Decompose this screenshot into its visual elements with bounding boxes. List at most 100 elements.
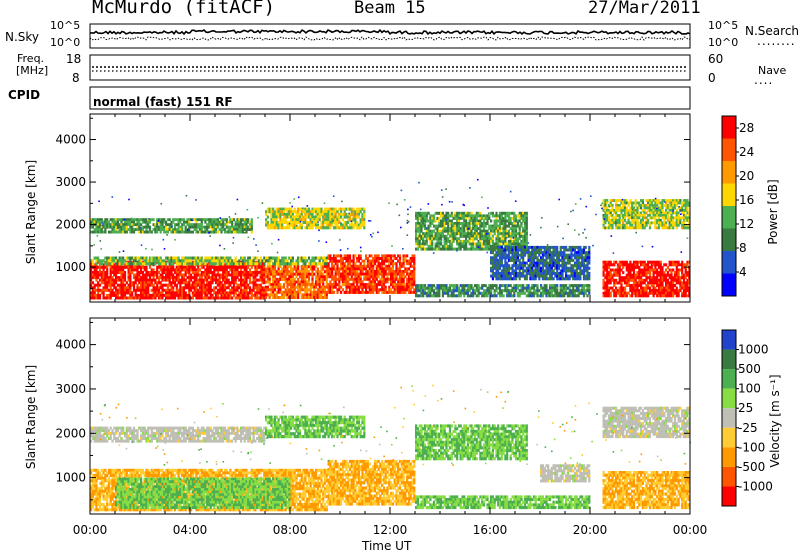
power-cell (147, 283, 150, 287)
power-cell (234, 281, 237, 285)
power-cell (175, 283, 178, 287)
power-cell (275, 220, 278, 224)
power-cell (161, 278, 164, 282)
power-cell (102, 265, 105, 269)
power-cell (550, 266, 553, 270)
power-cell (147, 230, 150, 234)
power-cell (150, 259, 153, 263)
power-cell (138, 225, 141, 229)
power-cell (290, 220, 293, 224)
power-cell (204, 291, 207, 295)
power-cell (413, 288, 416, 292)
power-cell (152, 291, 155, 295)
power-cell (172, 268, 175, 272)
power-cell (256, 273, 259, 277)
power-cell (338, 267, 341, 271)
power-cell (236, 268, 239, 272)
power-cell (122, 256, 125, 260)
power-cell (370, 254, 373, 258)
power-cell (140, 276, 143, 280)
power-cell (316, 272, 319, 276)
power-cell (409, 283, 412, 287)
power-cell (131, 281, 134, 285)
power-cell (243, 268, 246, 272)
power-cell (202, 286, 205, 290)
power-cell (98, 220, 102, 224)
power-cell (147, 223, 150, 227)
power-cell (173, 271, 177, 274)
power-cell (252, 283, 255, 287)
power-cell (279, 210, 282, 214)
power-cell (570, 251, 573, 255)
power-cell (218, 281, 221, 285)
power-cell (91, 230, 94, 234)
power-cell (204, 259, 207, 263)
power-cell (340, 267, 343, 271)
noise-left-tick-bottom: 10^0 (50, 36, 81, 49)
power-cell (248, 220, 252, 224)
nave-label: Nave (758, 64, 787, 77)
power-cell (95, 228, 98, 231)
power-cell (402, 272, 405, 276)
power-cell (211, 256, 214, 260)
power-cell (356, 275, 359, 279)
power-cell (200, 230, 203, 234)
power-cell (307, 270, 311, 274)
power-cell (304, 270, 307, 274)
power-cell (266, 275, 269, 279)
power-cell (372, 277, 375, 281)
power-cell (265, 218, 268, 222)
power-cell (104, 286, 107, 290)
power-cell (404, 288, 407, 292)
power-cell (409, 280, 412, 284)
power-cell (140, 259, 143, 263)
power-cell (111, 278, 114, 282)
power-cell (336, 272, 339, 276)
power-cell (347, 264, 350, 268)
power-cell (207, 276, 211, 280)
power-cell (197, 262, 200, 266)
power-cell (229, 230, 232, 234)
power-cell (273, 210, 277, 214)
power-cell (138, 259, 141, 263)
power-cell (213, 228, 216, 231)
power-cell (284, 270, 287, 274)
power-cell (156, 259, 159, 263)
power-cell (97, 288, 100, 292)
power-cell (325, 256, 328, 260)
power-cell (273, 270, 277, 274)
power-cell (106, 283, 109, 287)
power-cell (190, 296, 193, 300)
power-cell (270, 220, 273, 224)
power-cell (197, 296, 200, 300)
power-cell (322, 290, 325, 294)
power-cell (347, 283, 350, 287)
power-cell (556, 245, 559, 249)
power-cell (579, 277, 582, 281)
power-cell (336, 270, 339, 273)
power-cell (91, 281, 94, 285)
power-cell (359, 277, 362, 281)
power-cell (234, 271, 237, 274)
power-cell (327, 285, 330, 289)
power-cell (216, 223, 219, 227)
power-cell (293, 285, 296, 289)
power-cell (191, 265, 194, 269)
power-cell (361, 272, 364, 276)
power-cell (273, 215, 277, 219)
power-cell (248, 273, 252, 277)
power-cell (145, 276, 148, 280)
power-cell (122, 225, 125, 229)
power-cell (93, 228, 96, 231)
power-cell (156, 256, 159, 260)
power-cell (361, 288, 364, 292)
power-cell (206, 283, 209, 287)
power-cell (507, 253, 511, 257)
power-cell (322, 267, 325, 271)
power-cell (293, 218, 296, 222)
power-cell (325, 277, 328, 281)
power-cell (336, 264, 339, 268)
power-cell (215, 278, 218, 282)
power-cell (398, 280, 402, 284)
power-cell (343, 277, 346, 281)
